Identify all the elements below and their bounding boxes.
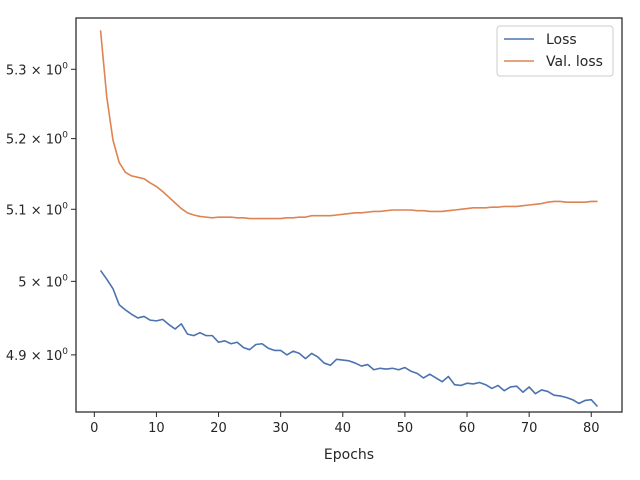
x-tick-label: 10 bbox=[148, 421, 165, 436]
y-tick-label: 5.2 × 100 bbox=[6, 131, 68, 148]
x-axis: 0 10 20 30 40 50 60 70 80 bbox=[90, 412, 600, 436]
y-tick-label: 5 × 100 bbox=[18, 273, 68, 290]
y-axis: 4.9 × 100 5 × 100 5.1 × 100 5.2 × 100 5.3 × … bbox=[6, 61, 76, 364]
y-tick-label: 5.3 × 100 bbox=[6, 61, 68, 78]
x-tick-label: 30 bbox=[272, 421, 289, 436]
plot-frame bbox=[75, 17, 623, 413]
legend: Loss Val. loss bbox=[496, 25, 614, 77]
series-line-1 bbox=[99, 269, 599, 408]
x-tick-label: 60 bbox=[459, 421, 476, 436]
x-tick-label: 20 bbox=[210, 421, 227, 436]
x-tick-label: 0 bbox=[90, 421, 98, 436]
legend-label-1: Loss bbox=[546, 32, 577, 48]
y-tick-label: 5.1 × 100 bbox=[6, 201, 68, 218]
y-tick-label: 4.9 × 100 bbox=[6, 347, 68, 364]
series-line-2 bbox=[99, 30, 598, 220]
x-axis-label: Epochs bbox=[324, 447, 374, 463]
plot-lines bbox=[99, 30, 599, 408]
legend-label-2: Val. loss bbox=[546, 54, 603, 70]
x-tick-label: 70 bbox=[521, 421, 538, 436]
x-tick-label: 80 bbox=[583, 421, 600, 436]
x-tick-label: 50 bbox=[397, 421, 414, 436]
x-tick-label: 40 bbox=[335, 421, 352, 436]
